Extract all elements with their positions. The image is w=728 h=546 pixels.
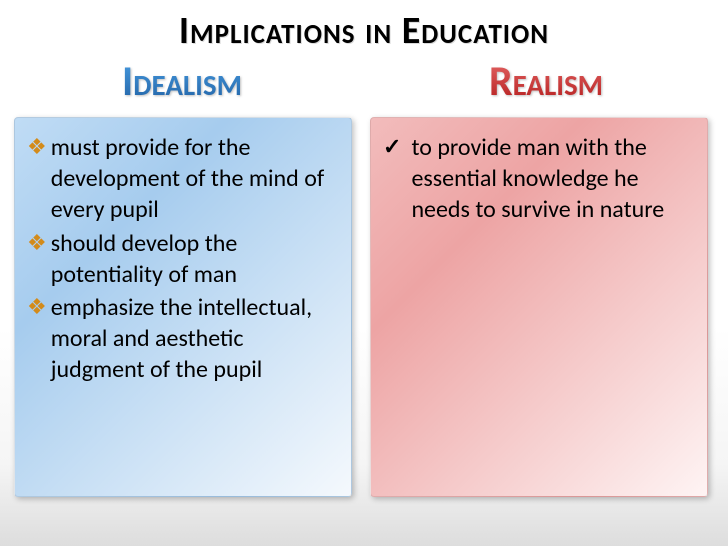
- list-item: ❖ should develop the potentiality of man: [27, 228, 335, 290]
- content-columns: ❖ must provide for the development of th…: [0, 107, 728, 497]
- list-item: ✓ to provide man with the essential know…: [383, 132, 691, 226]
- list-item: ❖ emphasize the intellectual, moral and …: [27, 292, 335, 386]
- check-bullet-icon: ✓: [383, 132, 401, 226]
- list-item: ❖ must provide for the development of th…: [27, 132, 335, 226]
- diamond-bullet-icon: ❖: [27, 132, 47, 226]
- subheading-row: Idealism Realism: [0, 56, 728, 107]
- item-text: must provide for the development of the …: [51, 132, 335, 226]
- idealism-box: ❖ must provide for the development of th…: [14, 117, 352, 497]
- heading-realism: Realism: [364, 56, 728, 107]
- slide-title: Implications in Education: [0, 0, 728, 54]
- item-text: should develop the potentiality of man: [51, 228, 335, 290]
- item-text: to provide man with the essential knowle…: [405, 132, 691, 226]
- realism-box: ✓ to provide man with the essential know…: [370, 117, 708, 497]
- diamond-bullet-icon: ❖: [27, 228, 47, 290]
- diamond-bullet-icon: ❖: [27, 292, 47, 386]
- item-text: emphasize the intellectual, moral and ae…: [51, 292, 335, 386]
- heading-idealism: Idealism: [0, 56, 364, 107]
